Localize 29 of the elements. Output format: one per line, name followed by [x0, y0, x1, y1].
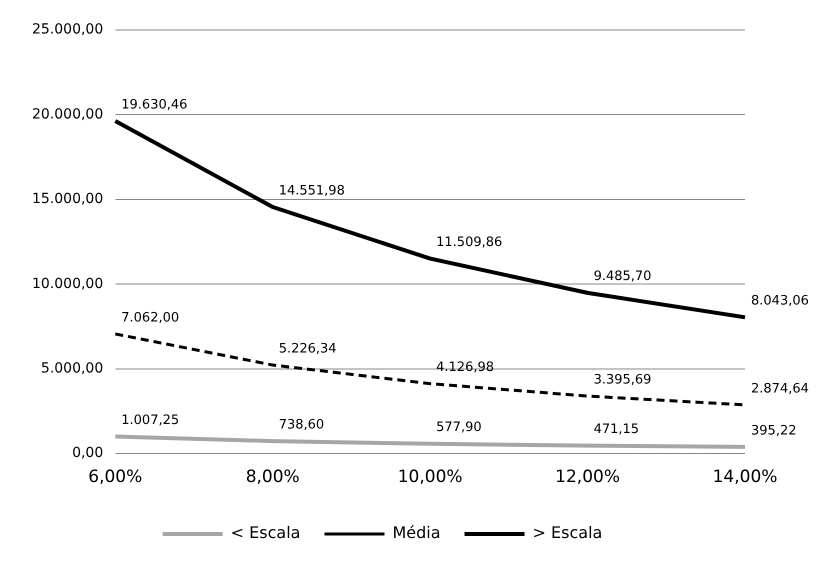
y-tick-label: 25.000,00 — [32, 22, 104, 38]
data-label: 8.043,06 — [751, 294, 809, 309]
data-label: 14.551,98 — [278, 183, 345, 198]
x-tick-label: 10,00% — [398, 467, 463, 488]
data-label: 7.062,00 — [121, 310, 180, 326]
data-label: 577,90 — [436, 420, 482, 436]
data-label: 5.226,34 — [278, 341, 337, 356]
data-label: 3.395,69 — [594, 372, 652, 388]
y-tick-label: 10.000,00 — [32, 276, 104, 292]
y-tick-label: 5.000,00 — [40, 360, 104, 377]
data-label: 4.126,98 — [436, 360, 494, 376]
data-label: 1.007,25 — [121, 412, 180, 428]
data-label: 738,60 — [278, 417, 324, 432]
data-label: 9.485,70 — [594, 269, 652, 284]
data-label: 2.874,64 — [751, 381, 809, 396]
data-label: 471,15 — [594, 422, 640, 437]
data-label: 11.509,86 — [436, 234, 502, 250]
y-tick-label: 20.000,00 — [32, 106, 104, 122]
x-tick-label: 6,00% — [88, 467, 142, 488]
y-tick-label: 0,00 — [72, 445, 104, 462]
x-tick-label: 12,00% — [555, 467, 620, 488]
data-label: 395,22 — [751, 423, 796, 438]
y-tick-label: 15.000,00 — [32, 191, 104, 208]
legend-label: < Escala — [230, 523, 300, 542]
x-tick-label: 14,00% — [712, 467, 778, 488]
legend-label: > Escala — [532, 523, 602, 542]
data-label: 19.630,46 — [121, 97, 188, 112]
legend-label: Média — [392, 523, 441, 542]
x-tick-label: 8,00% — [246, 467, 300, 488]
